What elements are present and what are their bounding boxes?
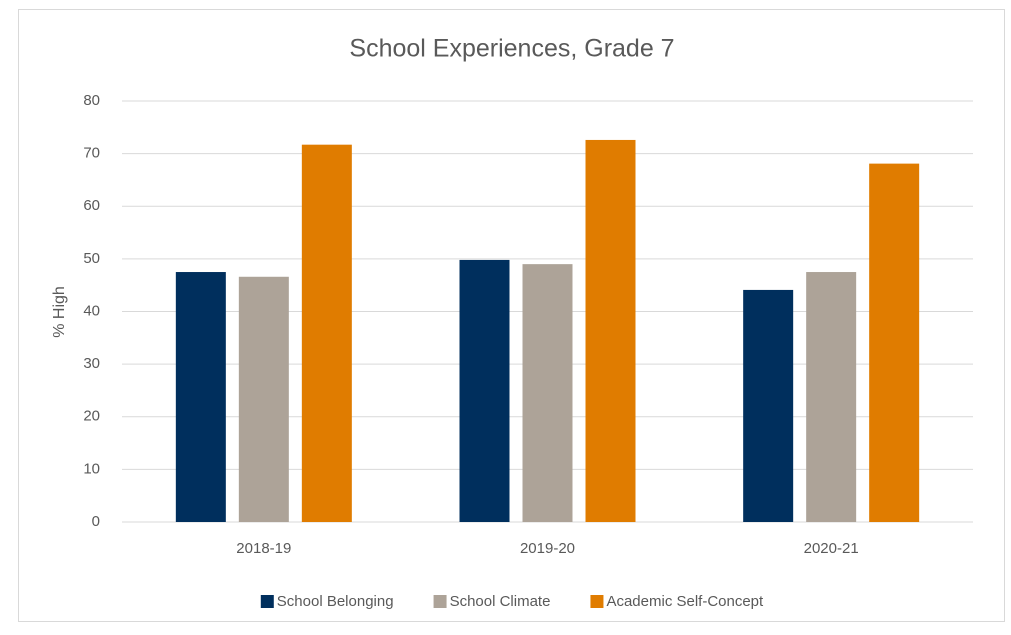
legend-label: Academic Self-Concept [606, 593, 764, 610]
x-tick-label: 2018-19 [236, 540, 291, 557]
y-tick-label: 70 [83, 145, 100, 162]
bar [175, 272, 226, 522]
y-tick-label: 30 [83, 355, 100, 372]
bar [301, 144, 352, 522]
legend-label: School Climate [450, 593, 551, 610]
bar [585, 139, 636, 522]
y-tick-label: 10 [83, 460, 100, 477]
legend-swatch [590, 595, 604, 608]
y-tick-label: 0 [92, 513, 100, 530]
chart-title: School Experiences, Grade 7 [349, 35, 674, 63]
y-tick-label: 40 [83, 302, 100, 319]
y-tick-label: 20 [83, 408, 100, 425]
legend-label: School Belonging [277, 593, 394, 610]
bar [459, 259, 510, 522]
legend-swatch [260, 595, 274, 608]
bar [806, 272, 857, 522]
y-tick-label: 50 [83, 250, 100, 267]
bar [522, 264, 573, 522]
y-axis-label: % High [51, 286, 68, 338]
bar [743, 289, 794, 522]
bar [869, 163, 920, 522]
x-tick-label: 2020-21 [804, 540, 859, 557]
legend-swatch [433, 595, 447, 608]
y-tick-label: 80 [83, 92, 100, 109]
bar [238, 276, 289, 522]
y-tick-label: 60 [83, 197, 100, 214]
x-tick-label: 2019-20 [520, 540, 575, 557]
